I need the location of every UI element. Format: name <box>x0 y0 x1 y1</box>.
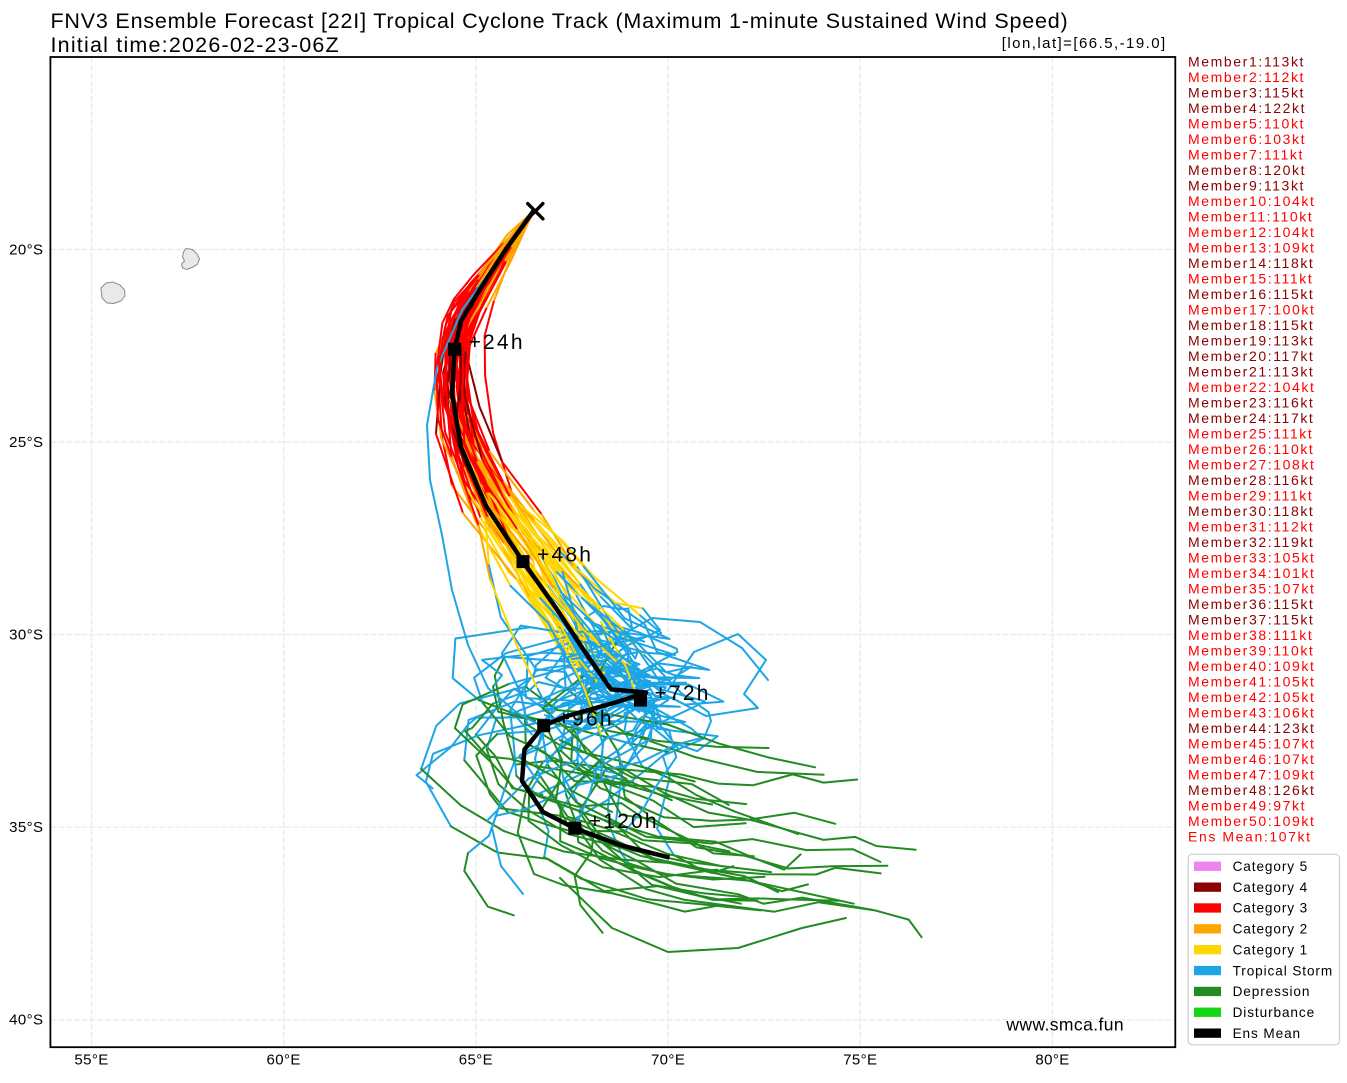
svg-text:Disturbance: Disturbance <box>1233 1005 1315 1020</box>
svg-text:Member19:113kt: Member19:113kt <box>1188 332 1314 348</box>
svg-text:Member30:118kt: Member30:118kt <box>1188 503 1314 519</box>
svg-text:Member6:103kt: Member6:103kt <box>1188 131 1306 147</box>
svg-text:Member35:107kt: Member35:107kt <box>1188 580 1315 596</box>
svg-text:Member8:120kt: Member8:120kt <box>1188 162 1306 178</box>
svg-text:Category 4: Category 4 <box>1233 880 1309 895</box>
svg-text:Member26:110kt: Member26:110kt <box>1188 441 1314 457</box>
svg-text:[lon,lat]=[66.5,-19.0]: [lon,lat]=[66.5,-19.0] <box>1002 35 1167 52</box>
svg-text:Ens Mean:107kt: Ens Mean:107kt <box>1188 828 1312 844</box>
svg-text:40°S: 40°S <box>9 1012 43 1029</box>
svg-text:Member15:111kt: Member15:111kt <box>1188 270 1313 286</box>
svg-text:Member4:122kt: Member4:122kt <box>1188 100 1306 116</box>
svg-text:Member11:110kt: Member11:110kt <box>1188 208 1313 224</box>
svg-text:Member13:109kt: Member13:109kt <box>1188 239 1315 255</box>
svg-text:FNV3 Ensemble Forecast [22I] T: FNV3 Ensemble Forecast [22I] Tropical Cy… <box>51 9 1069 33</box>
svg-text:Member14:118kt: Member14:118kt <box>1188 255 1314 271</box>
svg-text:Member48:126kt: Member48:126kt <box>1188 782 1315 798</box>
svg-text:60°E: 60°E <box>267 1052 301 1069</box>
svg-text:65°E: 65°E <box>459 1052 493 1069</box>
svg-text:Member1:113kt: Member1:113kt <box>1188 53 1305 69</box>
svg-text:Member29:111kt: Member29:111kt <box>1188 487 1313 503</box>
svg-text:80°E: 80°E <box>1035 1052 1069 1069</box>
svg-text:25°S: 25°S <box>9 434 43 451</box>
svg-text:55°E: 55°E <box>74 1052 108 1069</box>
svg-text:35°S: 35°S <box>9 819 43 836</box>
svg-text:20°S: 20°S <box>9 241 43 258</box>
svg-text:+24h: +24h <box>469 331 525 354</box>
svg-text:Member33:105kt: Member33:105kt <box>1188 549 1315 565</box>
svg-text:Member37:115kt: Member37:115kt <box>1188 611 1314 627</box>
svg-text:Member28:116kt: Member28:116kt <box>1188 472 1314 488</box>
svg-text:Member41:105kt: Member41:105kt <box>1188 673 1315 689</box>
svg-text:+120h: +120h <box>589 810 659 833</box>
svg-text:Member3:115kt: Member3:115kt <box>1188 84 1305 100</box>
svg-text:Member42:105kt: Member42:105kt <box>1188 689 1315 705</box>
svg-text:Member47:109kt: Member47:109kt <box>1188 766 1315 782</box>
svg-text:Member34:101kt: Member34:101kt <box>1188 565 1315 581</box>
svg-text:30°S: 30°S <box>9 627 43 644</box>
svg-text:Member46:107kt: Member46:107kt <box>1188 751 1315 767</box>
svg-text:Member21:113kt: Member21:113kt <box>1188 363 1314 379</box>
svg-text:www.smca.fun: www.smca.fun <box>1005 1015 1124 1035</box>
svg-text:Member39:110kt: Member39:110kt <box>1188 642 1314 658</box>
svg-text:Member38:111kt: Member38:111kt <box>1188 627 1313 643</box>
svg-text:+96h: +96h <box>558 708 614 731</box>
svg-text:Member17:100kt: Member17:100kt <box>1188 301 1315 317</box>
svg-text:Member36:115kt: Member36:115kt <box>1188 596 1314 612</box>
svg-text:Ens Mean: Ens Mean <box>1233 1026 1301 1041</box>
svg-text:Member23:116kt: Member23:116kt <box>1188 394 1314 410</box>
svg-text:Member22:104kt: Member22:104kt <box>1188 379 1315 395</box>
svg-text:Member10:104kt: Member10:104kt <box>1188 193 1315 209</box>
svg-text:Tropical Storm: Tropical Storm <box>1233 963 1333 978</box>
svg-text:Member12:104kt: Member12:104kt <box>1188 224 1315 240</box>
svg-text:Category 3: Category 3 <box>1233 901 1309 916</box>
svg-text:Category 5: Category 5 <box>1233 859 1309 874</box>
svg-text:Member20:117kt: Member20:117kt <box>1188 348 1314 364</box>
svg-text:Member31:112kt: Member31:112kt <box>1188 518 1314 534</box>
svg-text:Member32:119kt: Member32:119kt <box>1188 534 1314 550</box>
svg-text:Category 1: Category 1 <box>1233 942 1309 957</box>
svg-text:Member5:110kt: Member5:110kt <box>1188 115 1305 131</box>
svg-text:Member45:107kt: Member45:107kt <box>1188 735 1315 751</box>
svg-text:Member24:117kt: Member24:117kt <box>1188 410 1314 426</box>
svg-text:70°E: 70°E <box>651 1052 685 1069</box>
svg-text:Member49:97kt: Member49:97kt <box>1188 797 1306 813</box>
svg-text:Member27:108kt: Member27:108kt <box>1188 456 1315 472</box>
svg-text:Initial time:2026-02-23-06Z: Initial time:2026-02-23-06Z <box>51 33 340 57</box>
svg-text:Member2:112kt: Member2:112kt <box>1188 69 1305 85</box>
svg-text:Depression: Depression <box>1233 984 1311 999</box>
svg-text:Member16:115kt: Member16:115kt <box>1188 286 1314 302</box>
svg-text:+48h: +48h <box>537 544 593 567</box>
svg-text:Member25:111kt: Member25:111kt <box>1188 425 1313 441</box>
svg-text:Member43:106kt: Member43:106kt <box>1188 704 1315 720</box>
svg-text:Category 2: Category 2 <box>1233 922 1309 937</box>
svg-text:Member7:111kt: Member7:111kt <box>1188 146 1304 162</box>
svg-text:Member50:109kt: Member50:109kt <box>1188 813 1315 829</box>
svg-text:Member44:123kt: Member44:123kt <box>1188 720 1315 736</box>
svg-text:Member40:109kt: Member40:109kt <box>1188 658 1315 674</box>
svg-text:Member9:113kt: Member9:113kt <box>1188 177 1305 193</box>
svg-text:75°E: 75°E <box>843 1052 877 1069</box>
svg-text:+72h: +72h <box>655 682 711 705</box>
svg-text:Member18:115kt: Member18:115kt <box>1188 317 1314 333</box>
